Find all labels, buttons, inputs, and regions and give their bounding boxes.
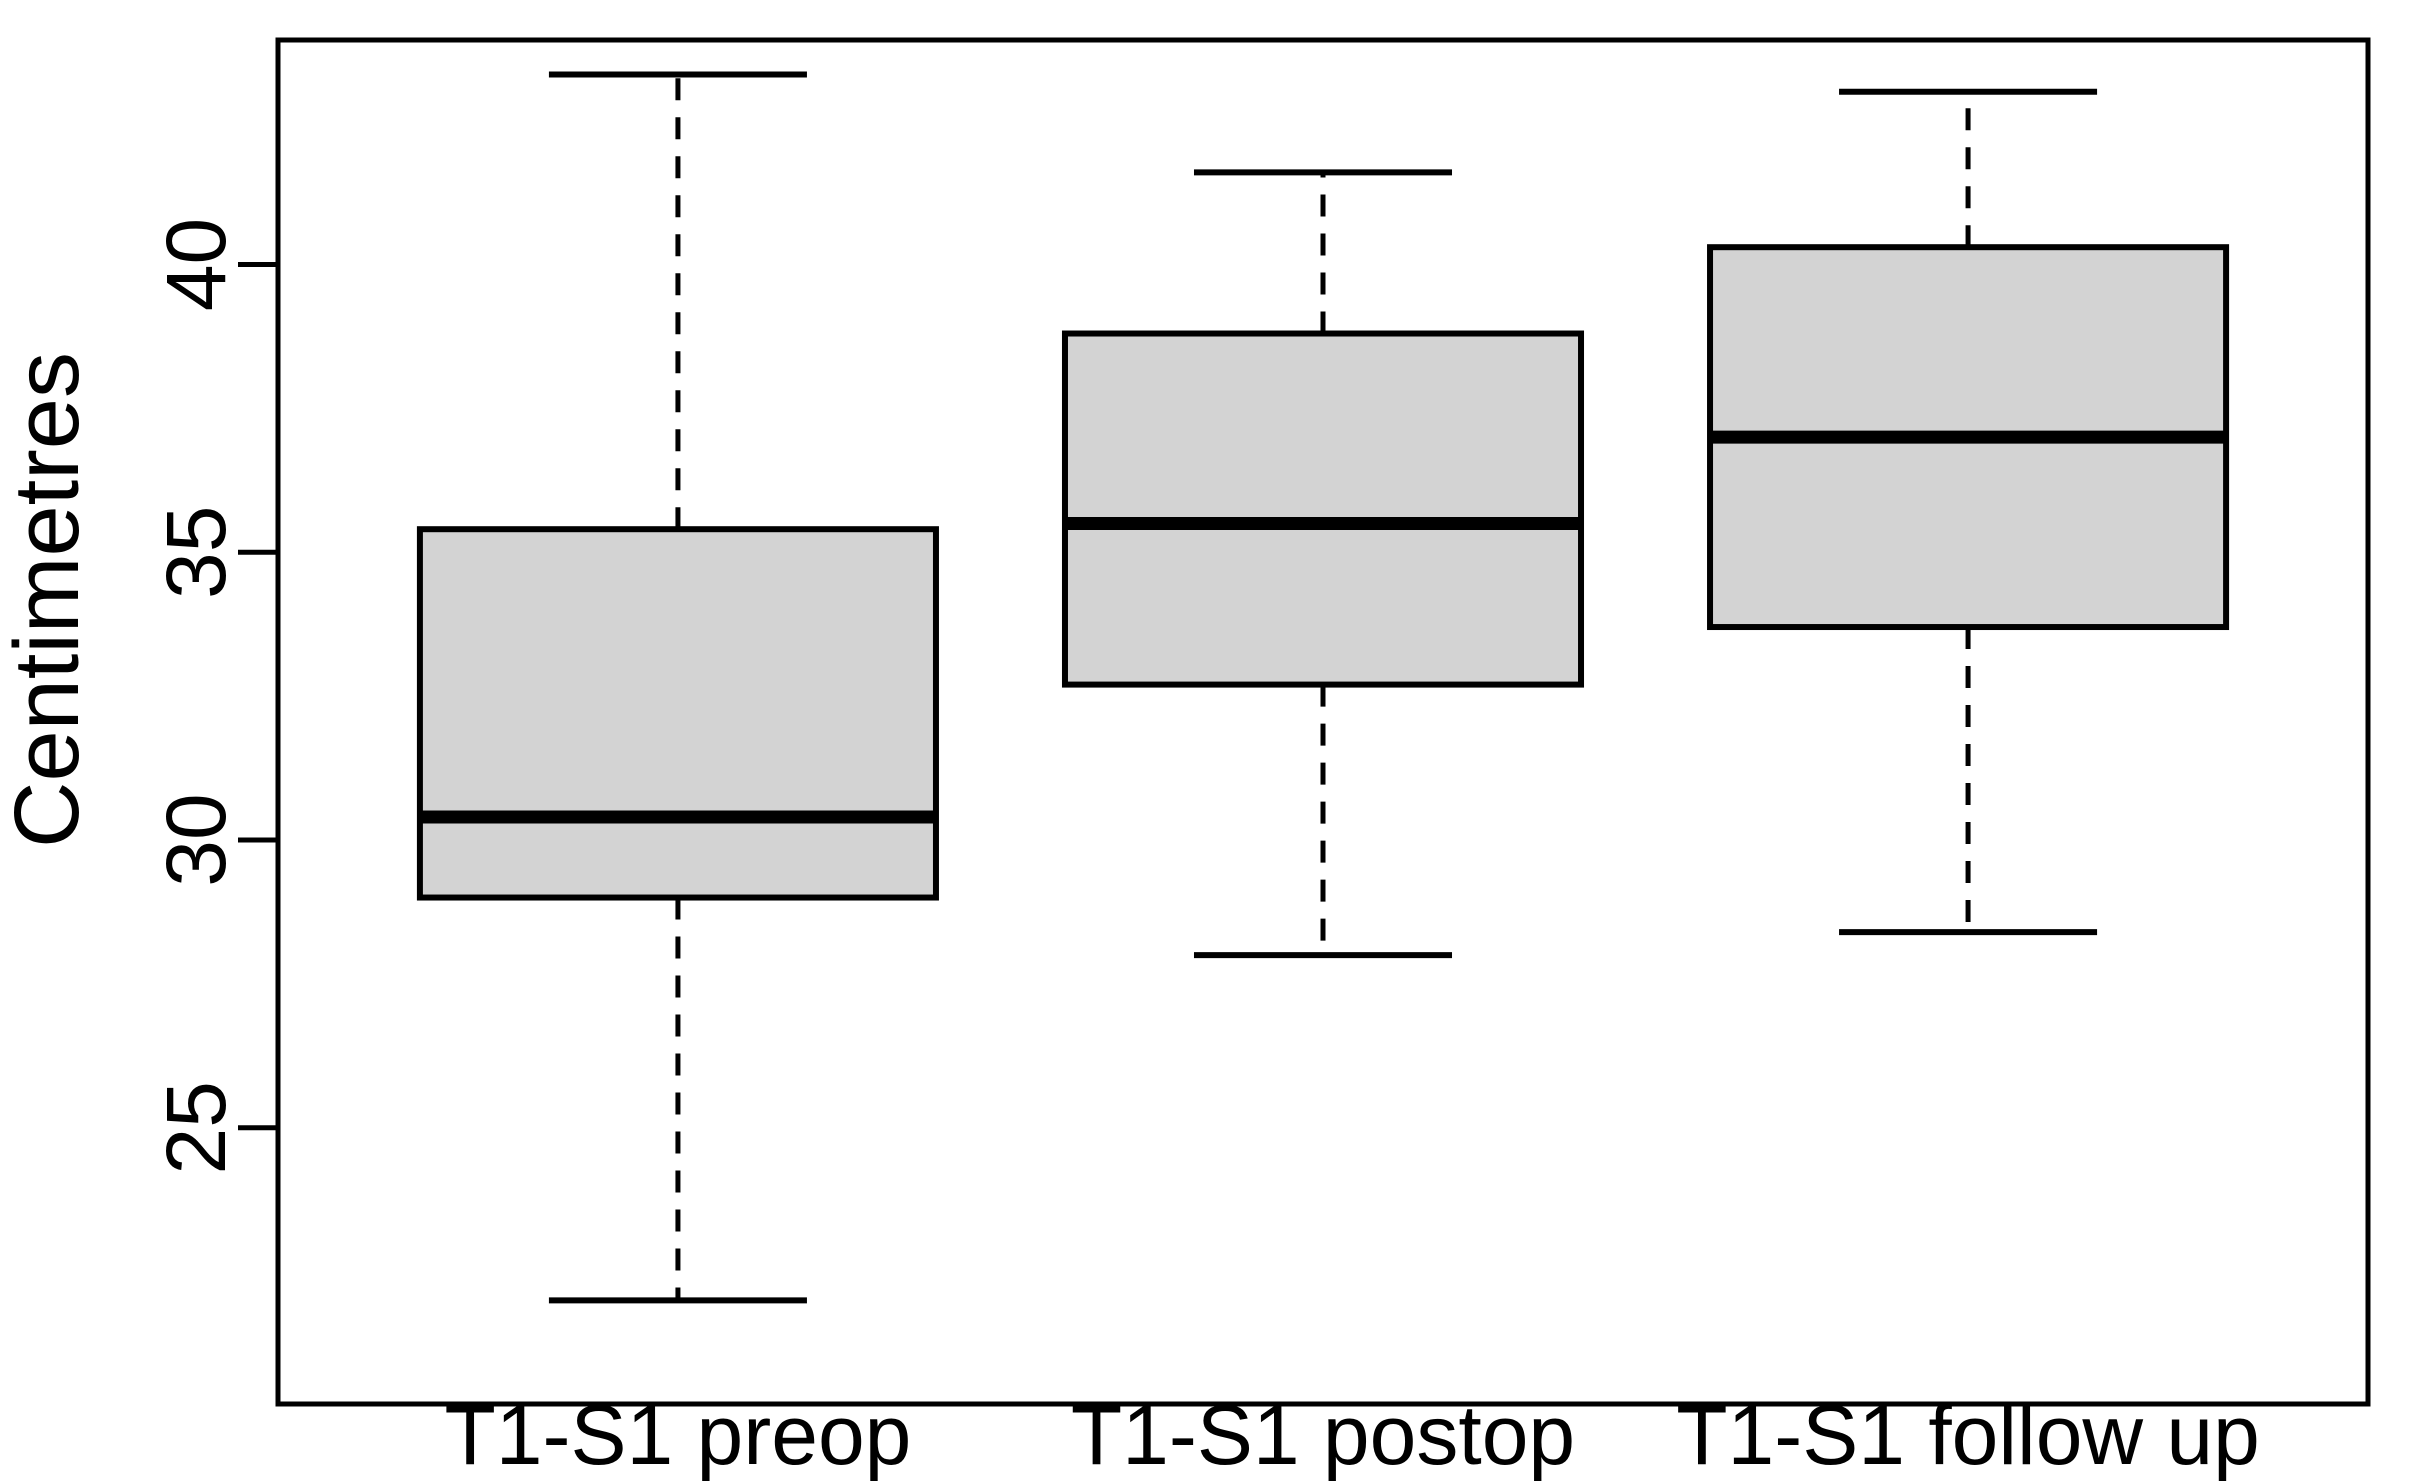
- y-tick-label: 30: [149, 793, 243, 886]
- boxplot-group: [416, 71, 939, 1304]
- iqr-box: [1061, 330, 1585, 688]
- x-axis-category-labels: T1-S1 preop T1-S1 postop T1-S1 follow up: [444, 1388, 2259, 1481]
- boxplot-series: [416, 71, 2230, 1304]
- y-axis-title: Centimetres: [0, 352, 98, 848]
- iqr-box: [416, 526, 939, 901]
- y-tick-label: 40: [149, 218, 243, 311]
- x-category-label: T1-S1 follow up: [1676, 1388, 2260, 1481]
- y-tick-label: 35: [149, 506, 243, 599]
- boxplot-group: [1707, 88, 2230, 936]
- boxplot-group: [1061, 169, 1585, 959]
- plot-frame: [275, 37, 2371, 1407]
- y-tick-label: 25: [149, 1081, 243, 1174]
- x-category-label: T1-S1 preop: [444, 1388, 911, 1481]
- x-category-label: T1-S1 postop: [1071, 1388, 1575, 1481]
- y-axis: 25 30 35 40: [149, 218, 278, 1174]
